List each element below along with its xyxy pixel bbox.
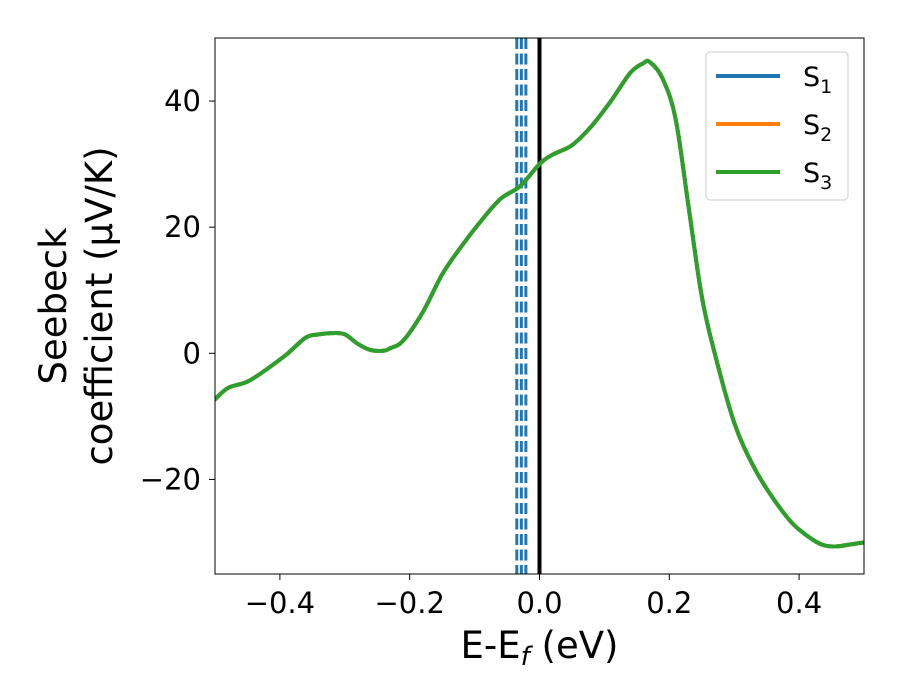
x-tick-label: 0.2	[646, 586, 692, 620]
y-axis-label-line1: Seebeck	[32, 227, 75, 385]
legend-label-s3: S3	[803, 158, 832, 194]
y-tick-label: 40	[164, 84, 201, 118]
series-line-s3	[215, 58, 864, 549]
x-axis-ticks: −0.4 −0.2 0.0 0.2 0.4	[245, 574, 822, 620]
x-axis-label: E-Ef (eV)	[461, 624, 619, 672]
legend: S1 S2 S3	[705, 51, 849, 201]
y-tick-label: 20	[164, 210, 201, 244]
x-axis-label-unit: (eV)	[530, 624, 619, 667]
y-tick-label: −20	[140, 462, 201, 496]
legend-label-s2: S2	[803, 110, 832, 146]
x-tick-label: 0.4	[776, 586, 822, 620]
y-tick-label: 0	[183, 336, 201, 370]
plot-area	[215, 38, 864, 574]
y-axis-ticks: −20 0 20 40	[140, 84, 215, 496]
y-axis-label-line2: coefficient (μV/K)	[78, 146, 121, 465]
x-tick-label: −0.4	[245, 586, 315, 620]
x-tick-label: 0.0	[516, 586, 562, 620]
x-tick-label: −0.2	[374, 586, 444, 620]
x-axis-label-main: E-E	[461, 624, 521, 667]
legend-label-s1: S1	[803, 62, 832, 98]
